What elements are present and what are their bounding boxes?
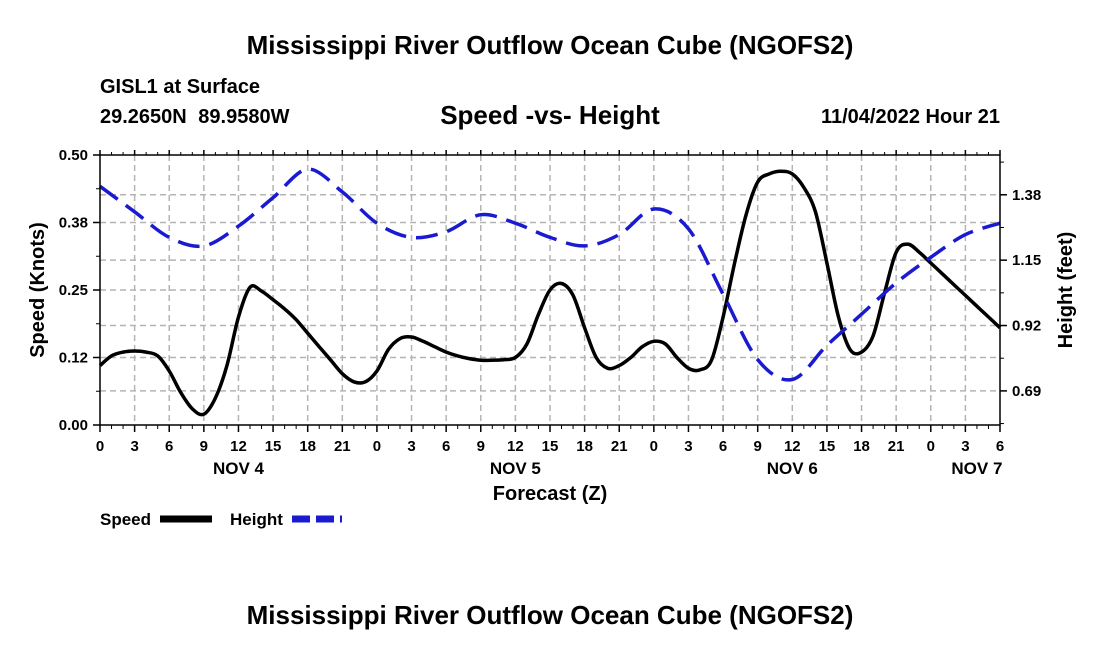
x-tick-label: 0 bbox=[650, 438, 658, 455]
x-tick-label: 0 bbox=[373, 438, 381, 455]
grid bbox=[100, 155, 1000, 425]
y-axis-label: Speed (Knots) bbox=[27, 222, 49, 358]
x-tick-label: 18 bbox=[576, 438, 593, 455]
x-tick-label: 6 bbox=[996, 438, 1004, 455]
x-tick-label: 21 bbox=[334, 438, 351, 455]
y-tick-label: 0.12 bbox=[59, 350, 88, 367]
station-coordinates: 29.2650N 89.9580W bbox=[100, 106, 290, 128]
x-tick-label: 0 bbox=[927, 438, 935, 455]
x-tick-label: 15 bbox=[542, 438, 559, 455]
series-layer bbox=[98, 167, 1002, 417]
x-tick-label: 21 bbox=[888, 438, 905, 455]
x-tick-label: 3 bbox=[130, 438, 138, 455]
x-tick-label: 15 bbox=[819, 438, 836, 455]
speed-series-line bbox=[98, 169, 1002, 417]
x-tick-label: 3 bbox=[684, 438, 692, 455]
x-tick-label: 12 bbox=[784, 438, 801, 455]
y2-tick-label: 1.15 bbox=[1012, 252, 1041, 269]
x-axis-label: Forecast (Z) bbox=[493, 483, 607, 505]
x-tick-label: 6 bbox=[165, 438, 173, 455]
date-label: NOV 6 bbox=[767, 459, 818, 478]
chart-subtitle: Speed -vs- Height bbox=[440, 100, 660, 130]
x-tick-label: 3 bbox=[961, 438, 969, 455]
x-tick-label: 21 bbox=[611, 438, 628, 455]
x-tick-label: 6 bbox=[719, 438, 727, 455]
date-label: NOV 4 bbox=[213, 459, 265, 478]
x-tick-label: 9 bbox=[477, 438, 485, 455]
y-tick-label: 0.50 bbox=[59, 147, 88, 164]
chart-main-title: Mississippi River Outflow Ocean Cube (NG… bbox=[246, 30, 854, 60]
x-tick-label: 18 bbox=[299, 438, 316, 455]
x-tick-label: 3 bbox=[407, 438, 415, 455]
x-tick-label: 9 bbox=[754, 438, 762, 455]
forecast-datetime: 11/04/2022 Hour 21 bbox=[820, 106, 1000, 128]
y2-axis-label: Height (feet) bbox=[1055, 232, 1077, 349]
date-label: NOV 5 bbox=[490, 459, 541, 478]
x-tick-label: 18 bbox=[853, 438, 870, 455]
y2-tick-label: 1.38 bbox=[1012, 187, 1041, 204]
y2-tick-label: 0.69 bbox=[1012, 383, 1041, 400]
legend-label-height: Height bbox=[230, 510, 283, 529]
date-label: NOV 7 bbox=[951, 459, 1002, 478]
x-tick-label: 12 bbox=[230, 438, 247, 455]
legend-label-speed: Speed bbox=[100, 510, 151, 529]
x-tick-label: 12 bbox=[507, 438, 524, 455]
footer-title: Mississippi River Outflow Ocean Cube (NG… bbox=[246, 600, 854, 630]
x-tick-label: 6 bbox=[442, 438, 450, 455]
x-tick-label: 0 bbox=[96, 438, 104, 455]
y-tick-label: 0.00 bbox=[59, 417, 88, 434]
height-series-line bbox=[98, 167, 1001, 382]
station-label: GISL1 at Surface bbox=[100, 76, 261, 98]
x-tick-label: 15 bbox=[265, 438, 282, 455]
y2-tick-label: 0.92 bbox=[1012, 318, 1041, 335]
y-tick-label: 0.25 bbox=[59, 282, 88, 299]
legend: Speed Height bbox=[100, 510, 342, 529]
axes: 0 3 6 9 12 15 18 21 0 3 6 9 12 15 18 21 0 3 6 9 12 15 18 21 0 3 6 0… bbox=[59, 147, 1041, 478]
x-tick-label: 9 bbox=[200, 438, 208, 455]
y-tick-label: 0.38 bbox=[59, 215, 88, 232]
